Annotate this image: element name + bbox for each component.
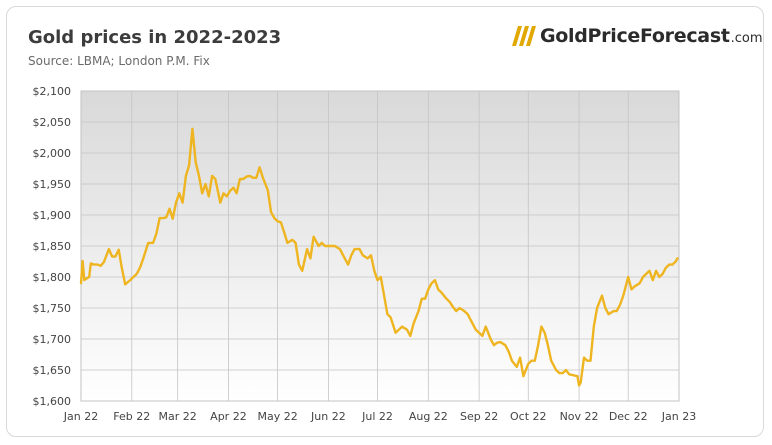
logo-domain: .com <box>730 30 763 46</box>
brand-logo: GoldPriceForecast .com <box>512 24 763 48</box>
y-tick-label: $2,050 <box>33 116 72 129</box>
x-tick-label: Mar 22 <box>159 410 197 423</box>
y-tick-label: $1,900 <box>33 209 72 222</box>
logo-name: GoldPriceForecast <box>540 25 730 47</box>
x-tick-label: Feb 22 <box>113 410 150 423</box>
y-tick-label: $1,650 <box>33 364 72 377</box>
x-tick-label: Oct 22 <box>510 410 547 423</box>
y-tick-label: $1,950 <box>33 178 72 191</box>
x-tick-label: May 22 <box>257 410 297 423</box>
x-tick-label: Jan 22 <box>63 410 98 423</box>
y-tick-label: $2,000 <box>33 147 72 160</box>
chart-subtitle: Source: LBMA; London P.M. Fix <box>28 54 210 68</box>
y-tick-label: $1,700 <box>33 333 72 346</box>
y-axis: $1,600 $1,650 $1,700 $1,750 $1,800 $1,850 $1,9… <box>33 85 72 408</box>
gold-price-line <box>79 127 679 387</box>
x-tick-label: Jan 23 <box>661 410 696 423</box>
x-tick-label: Aug 22 <box>409 410 448 423</box>
x-tick-label: Sep 22 <box>460 410 498 423</box>
series-group <box>79 127 679 387</box>
x-axis: Jan 22 Feb 22 Mar 22 Apr 22 May 22 Jun 22 Jul … <box>63 410 696 423</box>
x-tick-label: Nov 22 <box>560 410 599 423</box>
y-tick-label: $1,600 <box>33 395 72 408</box>
y-tick-label: $1,800 <box>33 271 72 284</box>
y-tick-label: $1,850 <box>33 240 72 253</box>
x-tick-label: Apr 22 <box>210 410 247 423</box>
x-tick-label: Dec 22 <box>609 410 648 423</box>
chart-title: Gold prices in 2022-2023 <box>28 27 282 48</box>
x-tick-label: Jul 22 <box>361 410 393 423</box>
x-tick-label: Jun 22 <box>310 410 346 423</box>
y-tick-label: $2,100 <box>33 85 72 98</box>
y-tick-label: $1,750 <box>33 302 72 315</box>
slashes-logo-icon <box>512 26 536 46</box>
